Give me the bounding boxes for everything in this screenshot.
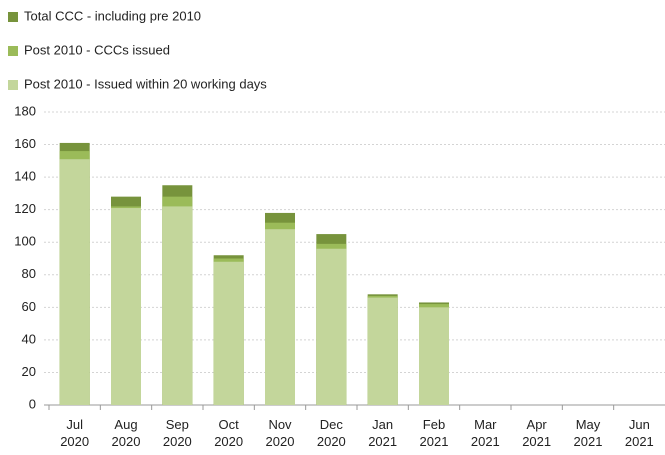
x-tick-label: Sep 2020 xyxy=(162,417,192,449)
y-tick-label: 100 xyxy=(14,234,36,249)
x-tick-label: Oct 2020 xyxy=(214,417,244,449)
y-tick-label: 80 xyxy=(22,266,36,281)
x-tick-label: Feb 2021 xyxy=(419,417,449,449)
legend-label: Post 2010 - Issued within 20 working day… xyxy=(24,76,267,91)
y-tick-label: 180 xyxy=(14,103,36,118)
x-tick-label: Jan 2021 xyxy=(368,417,398,449)
bar xyxy=(419,307,449,405)
x-tick-label: May 2021 xyxy=(573,417,603,449)
x-tick-label: Aug 2020 xyxy=(111,417,141,449)
y-tick-label: 40 xyxy=(22,331,36,346)
bar xyxy=(162,206,193,405)
y-tick-label: 120 xyxy=(14,201,36,216)
bar xyxy=(59,159,90,405)
x-tick-label: Mar 2021 xyxy=(470,417,500,449)
y-tick-label: 140 xyxy=(14,169,36,184)
bar xyxy=(213,261,244,405)
y-tick-label: 20 xyxy=(22,364,36,379)
x-tick-label: Nov 2020 xyxy=(265,417,295,449)
y-tick-label: 160 xyxy=(14,136,36,151)
bar xyxy=(111,208,141,405)
bar xyxy=(265,229,295,405)
y-tick-label: 60 xyxy=(22,299,36,314)
x-tick-label: Jun 2021 xyxy=(624,417,654,449)
legend-label: Total CCC - including pre 2010 xyxy=(24,8,201,23)
legend-swatch xyxy=(8,12,18,22)
legend-label: Post 2010 - CCCs issued xyxy=(24,42,170,57)
legend-swatch xyxy=(8,46,18,56)
x-tick-label: Jul 2020 xyxy=(60,417,90,449)
x-tick-label: Apr 2021 xyxy=(522,417,552,449)
bar xyxy=(367,297,398,405)
legend-swatch xyxy=(8,80,18,90)
bar xyxy=(316,248,347,405)
x-tick-label: Dec 2020 xyxy=(316,417,346,449)
y-tick-label: 0 xyxy=(29,396,36,411)
